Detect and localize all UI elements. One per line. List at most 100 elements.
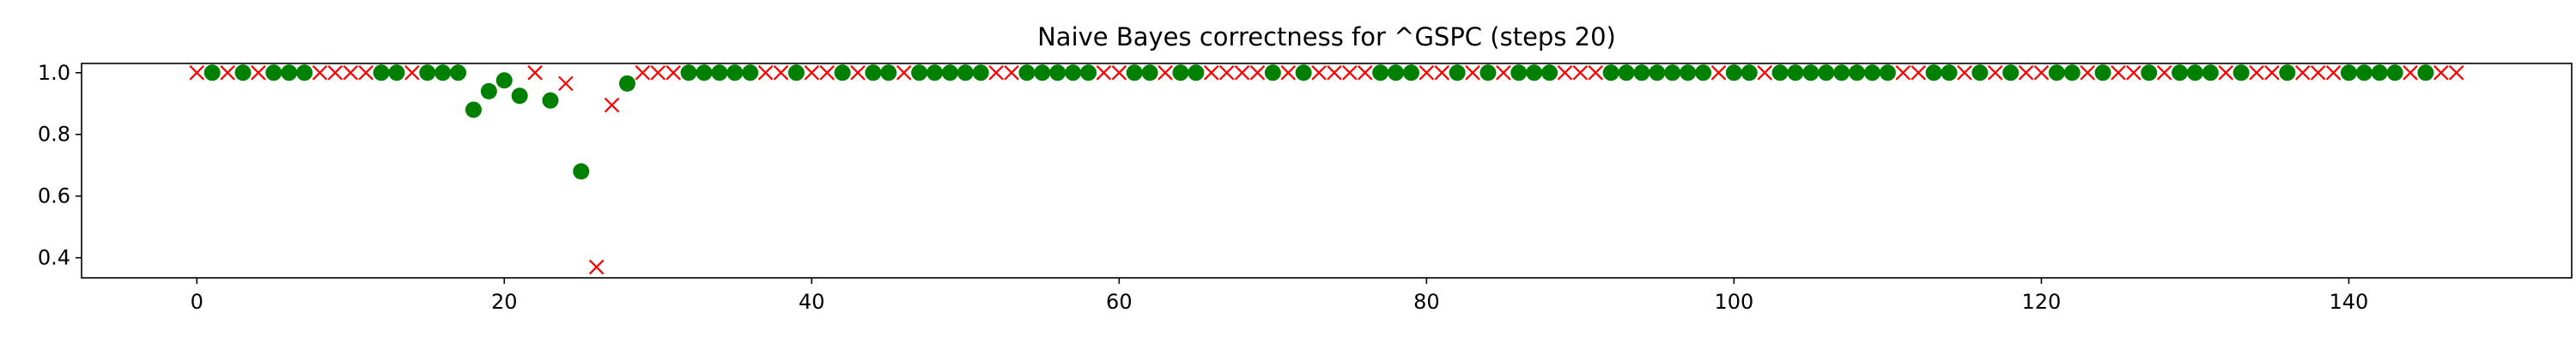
correct-point bbox=[618, 75, 635, 92]
correct-point bbox=[1664, 64, 1681, 81]
y-tick-label: 0.6 bbox=[38, 184, 70, 208]
incorrect-point bbox=[1327, 65, 1342, 81]
correct-point bbox=[1863, 64, 1880, 81]
correct-point bbox=[1802, 64, 1820, 81]
correct-point bbox=[680, 64, 697, 81]
correct-point bbox=[711, 64, 728, 81]
incorrect-point bbox=[1465, 65, 1480, 81]
incorrect-point bbox=[1357, 65, 1373, 81]
incorrect-point bbox=[1434, 65, 1450, 81]
incorrect-point bbox=[404, 65, 420, 81]
correct-point bbox=[511, 87, 528, 105]
incorrect-point bbox=[819, 65, 835, 81]
incorrect-point bbox=[773, 65, 789, 81]
correct-point bbox=[1741, 64, 1758, 81]
incorrect-point bbox=[1588, 65, 1604, 81]
correct-point bbox=[1172, 64, 1189, 81]
correct-point bbox=[2340, 64, 2357, 81]
incorrect-point bbox=[988, 65, 1004, 81]
incorrect-point bbox=[2325, 65, 2342, 81]
incorrect-point bbox=[635, 65, 651, 81]
incorrect-point bbox=[1234, 65, 1250, 81]
x-tick-label: 40 bbox=[799, 290, 825, 314]
incorrect-point bbox=[650, 65, 666, 81]
correct-point bbox=[1941, 64, 1958, 81]
correct-point bbox=[2002, 64, 2020, 81]
incorrect-point bbox=[1311, 65, 1327, 81]
incorrect-point bbox=[2433, 65, 2449, 81]
y-tick-label: 0.8 bbox=[38, 123, 70, 147]
incorrect-point bbox=[1957, 65, 1972, 81]
incorrect-point bbox=[1004, 65, 1019, 81]
correct-point bbox=[1849, 64, 1866, 81]
correct-point bbox=[1479, 64, 1497, 81]
incorrect-point bbox=[1496, 65, 1511, 81]
correct-point bbox=[1080, 64, 1097, 81]
correct-point bbox=[1680, 64, 1697, 81]
incorrect-point bbox=[2111, 65, 2126, 81]
correct-point bbox=[2094, 64, 2111, 81]
x-tick-label: 60 bbox=[1106, 290, 1133, 314]
correct-point bbox=[972, 64, 989, 81]
correct-point bbox=[1818, 64, 1835, 81]
incorrect-point bbox=[2448, 65, 2464, 81]
incorrect-point bbox=[757, 65, 774, 81]
correct-point bbox=[1126, 64, 1143, 81]
correct-point bbox=[2141, 64, 2158, 81]
incorrect-point bbox=[2126, 65, 2142, 81]
correct-point bbox=[2202, 64, 2219, 81]
correct-point bbox=[281, 64, 298, 81]
correct-point bbox=[1388, 64, 1405, 81]
correct-point bbox=[1925, 64, 1942, 81]
incorrect-point bbox=[588, 259, 605, 275]
correct-point bbox=[696, 64, 713, 81]
correct-point bbox=[2233, 64, 2250, 81]
correct-point bbox=[2048, 64, 2065, 81]
incorrect-point bbox=[2018, 65, 2034, 81]
correct-point bbox=[465, 101, 482, 118]
correct-point bbox=[1049, 64, 1066, 81]
incorrect-point bbox=[358, 65, 374, 81]
correct-point bbox=[1541, 64, 1558, 81]
x-tick-label: 140 bbox=[2330, 290, 2369, 314]
incorrect-point bbox=[1218, 65, 1235, 81]
correct-point bbox=[419, 64, 436, 81]
correct-point bbox=[480, 82, 497, 99]
incorrect-point bbox=[1342, 65, 1358, 81]
correct-point bbox=[742, 64, 759, 81]
incorrect-point bbox=[1757, 65, 1772, 81]
x-tick-label: 0 bbox=[191, 290, 204, 314]
correct-point bbox=[1618, 64, 1635, 81]
incorrect-point bbox=[1987, 65, 2003, 81]
incorrect-point bbox=[1710, 65, 1727, 81]
correct-point bbox=[726, 64, 744, 81]
incorrect-point bbox=[1911, 65, 1926, 81]
incorrect-point bbox=[2310, 65, 2326, 81]
incorrect-point bbox=[850, 65, 866, 81]
incorrect-point bbox=[312, 65, 328, 81]
data-marks bbox=[189, 64, 2464, 275]
correct-point bbox=[941, 64, 958, 81]
correct-point bbox=[1526, 64, 1543, 81]
incorrect-point bbox=[189, 65, 205, 81]
incorrect-point bbox=[1419, 65, 1435, 81]
correct-point bbox=[1018, 64, 1036, 81]
correct-point bbox=[2172, 64, 2189, 81]
y-tick-label: 1.0 bbox=[38, 61, 70, 85]
incorrect-point bbox=[1249, 65, 1266, 81]
correct-point bbox=[450, 64, 467, 81]
incorrect-point bbox=[1572, 65, 1589, 81]
x-tick-label: 80 bbox=[1413, 290, 1440, 314]
correct-point bbox=[911, 64, 928, 81]
correct-point bbox=[1971, 64, 1989, 81]
correct-point bbox=[2386, 64, 2403, 81]
correct-point bbox=[927, 64, 944, 81]
incorrect-point bbox=[327, 65, 343, 81]
y-tick-label: 0.4 bbox=[38, 246, 70, 270]
plot-area-frame bbox=[81, 63, 2573, 279]
correct-point bbox=[2355, 64, 2372, 81]
correct-point bbox=[1141, 64, 1158, 81]
correct-point bbox=[1188, 64, 1205, 81]
correct-point bbox=[434, 64, 452, 81]
